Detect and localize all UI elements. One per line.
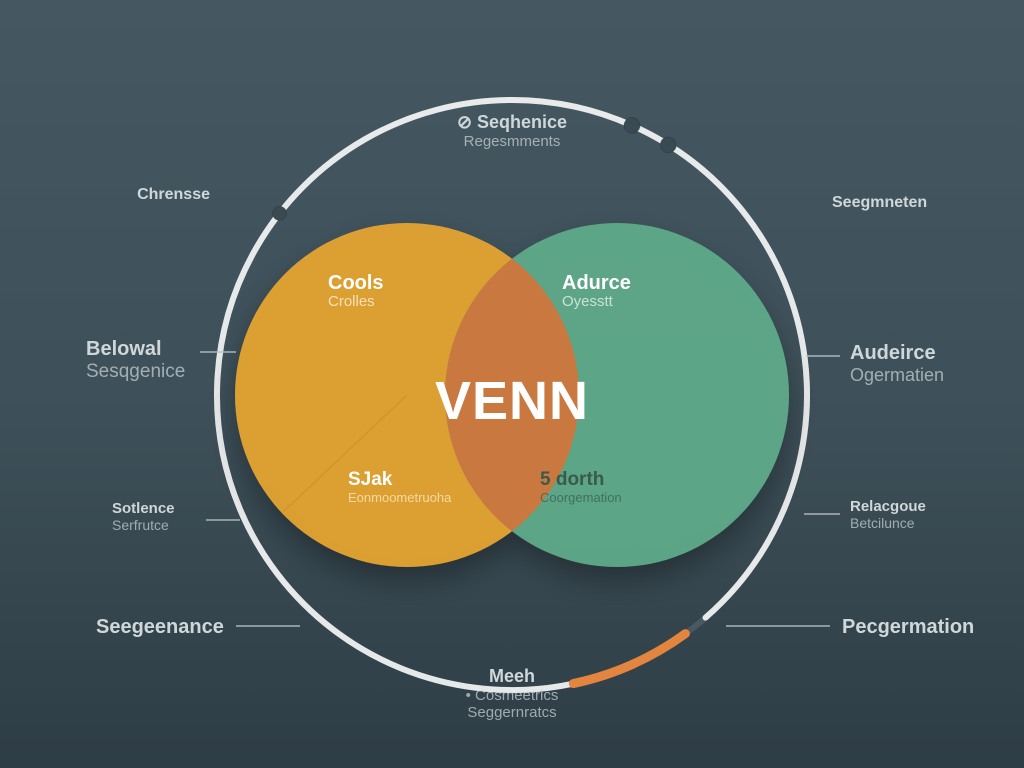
- venn-diagram: VENN CoolsCrolles AdurceOyesstt SJakEonmoom…: [0, 0, 1024, 768]
- outer-label-belowal: BelowalSesqgenice: [86, 338, 185, 383]
- outer-label-pegem: Pecgermation: [842, 616, 974, 639]
- outer-label-seq-top: ⊘ SeqheniceRegesmments: [457, 112, 567, 150]
- outer-label-relacg: RelacgoueBetcilunce: [850, 498, 926, 531]
- inner-label-adurce: AdurceOyesstt: [562, 272, 631, 311]
- outer-label-audeirce: AudeirceOgermatien: [850, 342, 944, 386]
- outer-label-seegen: Seegeenance: [96, 616, 224, 639]
- inner-label-sjak: SJakEonmoometruoha: [348, 470, 451, 505]
- outer-label-meeh: Meeh• CosmeetricsSeggernratcs: [466, 666, 559, 721]
- outer-label-sotlence: SotlenceSerfrutce: [112, 500, 175, 533]
- inner-label-sdorth: 5 dorthCoorgemation: [540, 470, 622, 505]
- outer-label-chrense: Chrensse: [0, 186, 210, 204]
- venn-center-text: VENN: [435, 370, 589, 432]
- outer-label-segmenten: Seegmneten: [832, 194, 927, 212]
- inner-label-cools: CoolsCrolles: [328, 272, 384, 311]
